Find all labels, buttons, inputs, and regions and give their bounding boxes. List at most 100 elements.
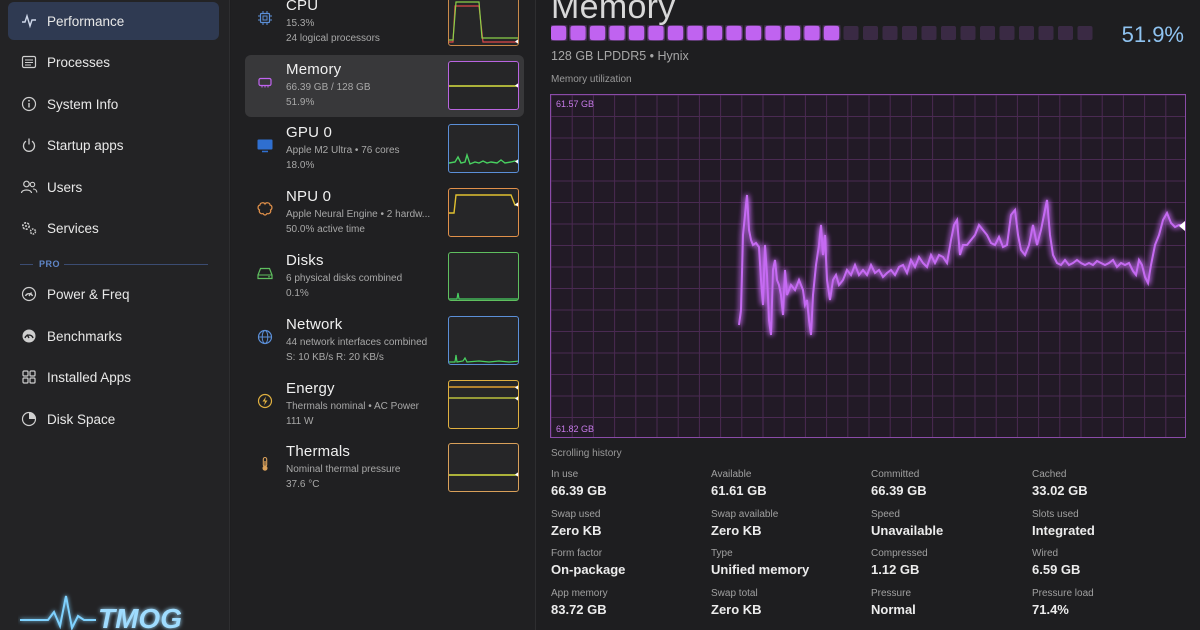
sidebar-item-installed-apps[interactable]: Installed Apps xyxy=(8,358,219,396)
stat-value: On-package xyxy=(551,562,626,577)
stat-form-factor: Form factor On-package xyxy=(551,548,701,577)
stat-label: Pressure xyxy=(871,588,912,599)
stat-value: 83.72 GB xyxy=(551,602,607,617)
sidebar-item-label: Disk Space xyxy=(47,411,116,427)
device-item-disks[interactable]: Disks 6 physical disks combined 0.1% xyxy=(245,246,524,308)
device-item-cpu[interactable]: CPU 15.3% 24 logical processors xyxy=(245,0,524,53)
memory-sparkline xyxy=(448,61,519,110)
stat-label: Compressed xyxy=(871,548,928,559)
device-name: CPU xyxy=(286,0,319,14)
pie-icon xyxy=(20,410,38,428)
stat-cached: Cached 33.02 GB xyxy=(1032,469,1182,498)
usage-bar-segment xyxy=(1038,26,1054,40)
stat-value: 1.12 GB xyxy=(871,562,920,577)
pro-section-divider: PRO xyxy=(20,258,208,270)
sidebar-item-label: Installed Apps xyxy=(47,369,132,385)
app-logo: TMOG xyxy=(18,590,208,630)
device-detail: Nominal thermal pressure xyxy=(286,464,401,475)
stat-value: Zero KB xyxy=(551,523,602,538)
device-detail: Thermals nominal • AC Power xyxy=(286,401,419,412)
scrolling-history-label: Scrolling history xyxy=(551,448,622,459)
usage-bar-segment xyxy=(570,26,586,40)
network-sparkline xyxy=(448,316,519,365)
device-item-npu[interactable]: NPU 0 Apple Neural Engine • 2 hardw... 5… xyxy=(245,182,524,244)
usage-percent: 51.9% xyxy=(1121,22,1184,47)
device-detail-secondary: 51.9% xyxy=(286,97,315,108)
usage-bar-segment xyxy=(882,26,898,40)
stat-label: Type xyxy=(711,548,733,559)
disks-sparkline xyxy=(448,252,519,301)
device-detail-secondary: 37.6 °C xyxy=(286,479,320,490)
memory-icon xyxy=(256,73,274,91)
device-detail-secondary: 18.0% xyxy=(286,160,315,171)
stat-value: 66.39 GB xyxy=(871,483,927,498)
usage-bar-segment xyxy=(590,26,605,40)
usage-bar-segment xyxy=(765,26,781,40)
stat-slots-used: Slots used Integrated xyxy=(1032,509,1182,538)
stat-label: Cached xyxy=(1032,469,1067,480)
device-detail: 6 physical disks combined xyxy=(286,273,403,284)
device-detail-secondary: 50.0% active time xyxy=(286,224,365,235)
thermals-sparkline xyxy=(448,443,519,492)
stat-swap-total: Swap total Zero KB xyxy=(711,588,861,617)
device-item-energy[interactable]: Energy Thermals nominal • AC Power 111 W xyxy=(245,374,524,436)
main-panel: Memory 51.9% 128 GB LPDDR5 • Hynix Memor… xyxy=(537,0,1200,630)
device-item-thermals[interactable]: Thermals Nominal thermal pressure 37.6 °… xyxy=(245,437,524,499)
sidebar-item-disk-space[interactable]: Disk Space xyxy=(8,400,219,438)
usage-bar-segment xyxy=(960,26,976,40)
stat-value: 6.59 GB xyxy=(1032,562,1081,577)
sidebar-item-services[interactable]: Services xyxy=(8,209,219,247)
usage-bar-segment xyxy=(746,26,761,40)
pro-section-label: PRO xyxy=(39,259,61,269)
bolt-icon xyxy=(256,392,274,410)
device-item-gpu[interactable]: GPU 0 Apple M2 Ultra • 76 cores 18.0% xyxy=(245,118,524,180)
stat-value: Zero KB xyxy=(711,523,762,538)
stat-label: In use xyxy=(551,469,579,480)
speedometer-icon xyxy=(20,327,38,345)
graph-label: Memory utilization xyxy=(551,74,632,85)
device-name: Memory xyxy=(286,61,342,78)
usage-bar-segment xyxy=(999,26,1015,40)
stat-value: 71.4% xyxy=(1032,602,1069,617)
usage-bar-segment xyxy=(980,26,995,40)
pulse-icon xyxy=(20,12,38,30)
device-detail-secondary: 24 logical processors xyxy=(286,33,380,44)
stat-label: Pressure load xyxy=(1032,588,1094,599)
usage-bar-segment xyxy=(843,26,859,40)
sidebar-item-startup-apps[interactable]: Startup apps xyxy=(8,126,219,164)
usage-bar-segment xyxy=(1077,26,1093,40)
device-item-network[interactable]: Network 44 network interfaces combined S… xyxy=(245,310,524,372)
device-detail: 44 network interfaces combined xyxy=(286,337,428,348)
device-name: Thermals xyxy=(286,443,351,460)
stat-app-memory: App memory 83.72 GB xyxy=(551,588,701,617)
sidebar-item-label: Processes xyxy=(47,54,111,70)
stat-in-use: In use 66.39 GB xyxy=(551,469,701,498)
page-title: Memory xyxy=(551,0,676,26)
memory-spec: 128 GB LPDDR5 • Hynix xyxy=(551,49,689,63)
device-detail-secondary: 111 W xyxy=(286,416,314,427)
stat-value: Zero KB xyxy=(711,602,762,617)
users-icon xyxy=(20,178,38,196)
stat-wired: Wired 6.59 GB xyxy=(1032,548,1182,577)
stat-value: 33.02 GB xyxy=(1032,483,1088,498)
memory-utilization-graph: 61.57 GB 61.82 GB xyxy=(550,94,1186,438)
sidebar-item-power-freq[interactable]: Power & Freq xyxy=(8,275,219,313)
stat-value: 66.39 GB xyxy=(551,483,607,498)
sidebar-item-label: Startup apps xyxy=(47,137,124,153)
sidebar-item-users[interactable]: Users xyxy=(8,168,219,206)
device-item-memory[interactable]: Memory 66.39 GB / 128 GB 51.9% xyxy=(245,55,524,117)
usage-bar-segment xyxy=(629,26,644,40)
sidebar-item-processes[interactable]: Processes xyxy=(8,43,219,81)
stat-swap-used: Swap used Zero KB xyxy=(551,509,701,538)
sidebar-item-system-info[interactable]: System Info xyxy=(8,85,219,123)
sidebar-item-benchmarks[interactable]: Benchmarks xyxy=(8,317,219,355)
stat-compressed: Compressed 1.12 GB xyxy=(871,548,1021,577)
stat-label: Swap available xyxy=(711,509,779,520)
usage-bar-segment xyxy=(551,26,566,40)
device-name: NPU 0 xyxy=(286,188,332,205)
gpu-sparkline xyxy=(448,124,519,173)
usage-bar-segment xyxy=(707,26,722,40)
sidebar-item-performance[interactable]: Performance xyxy=(8,2,219,40)
usage-bar-segment xyxy=(1019,26,1034,40)
stat-label: Form factor xyxy=(551,548,603,559)
